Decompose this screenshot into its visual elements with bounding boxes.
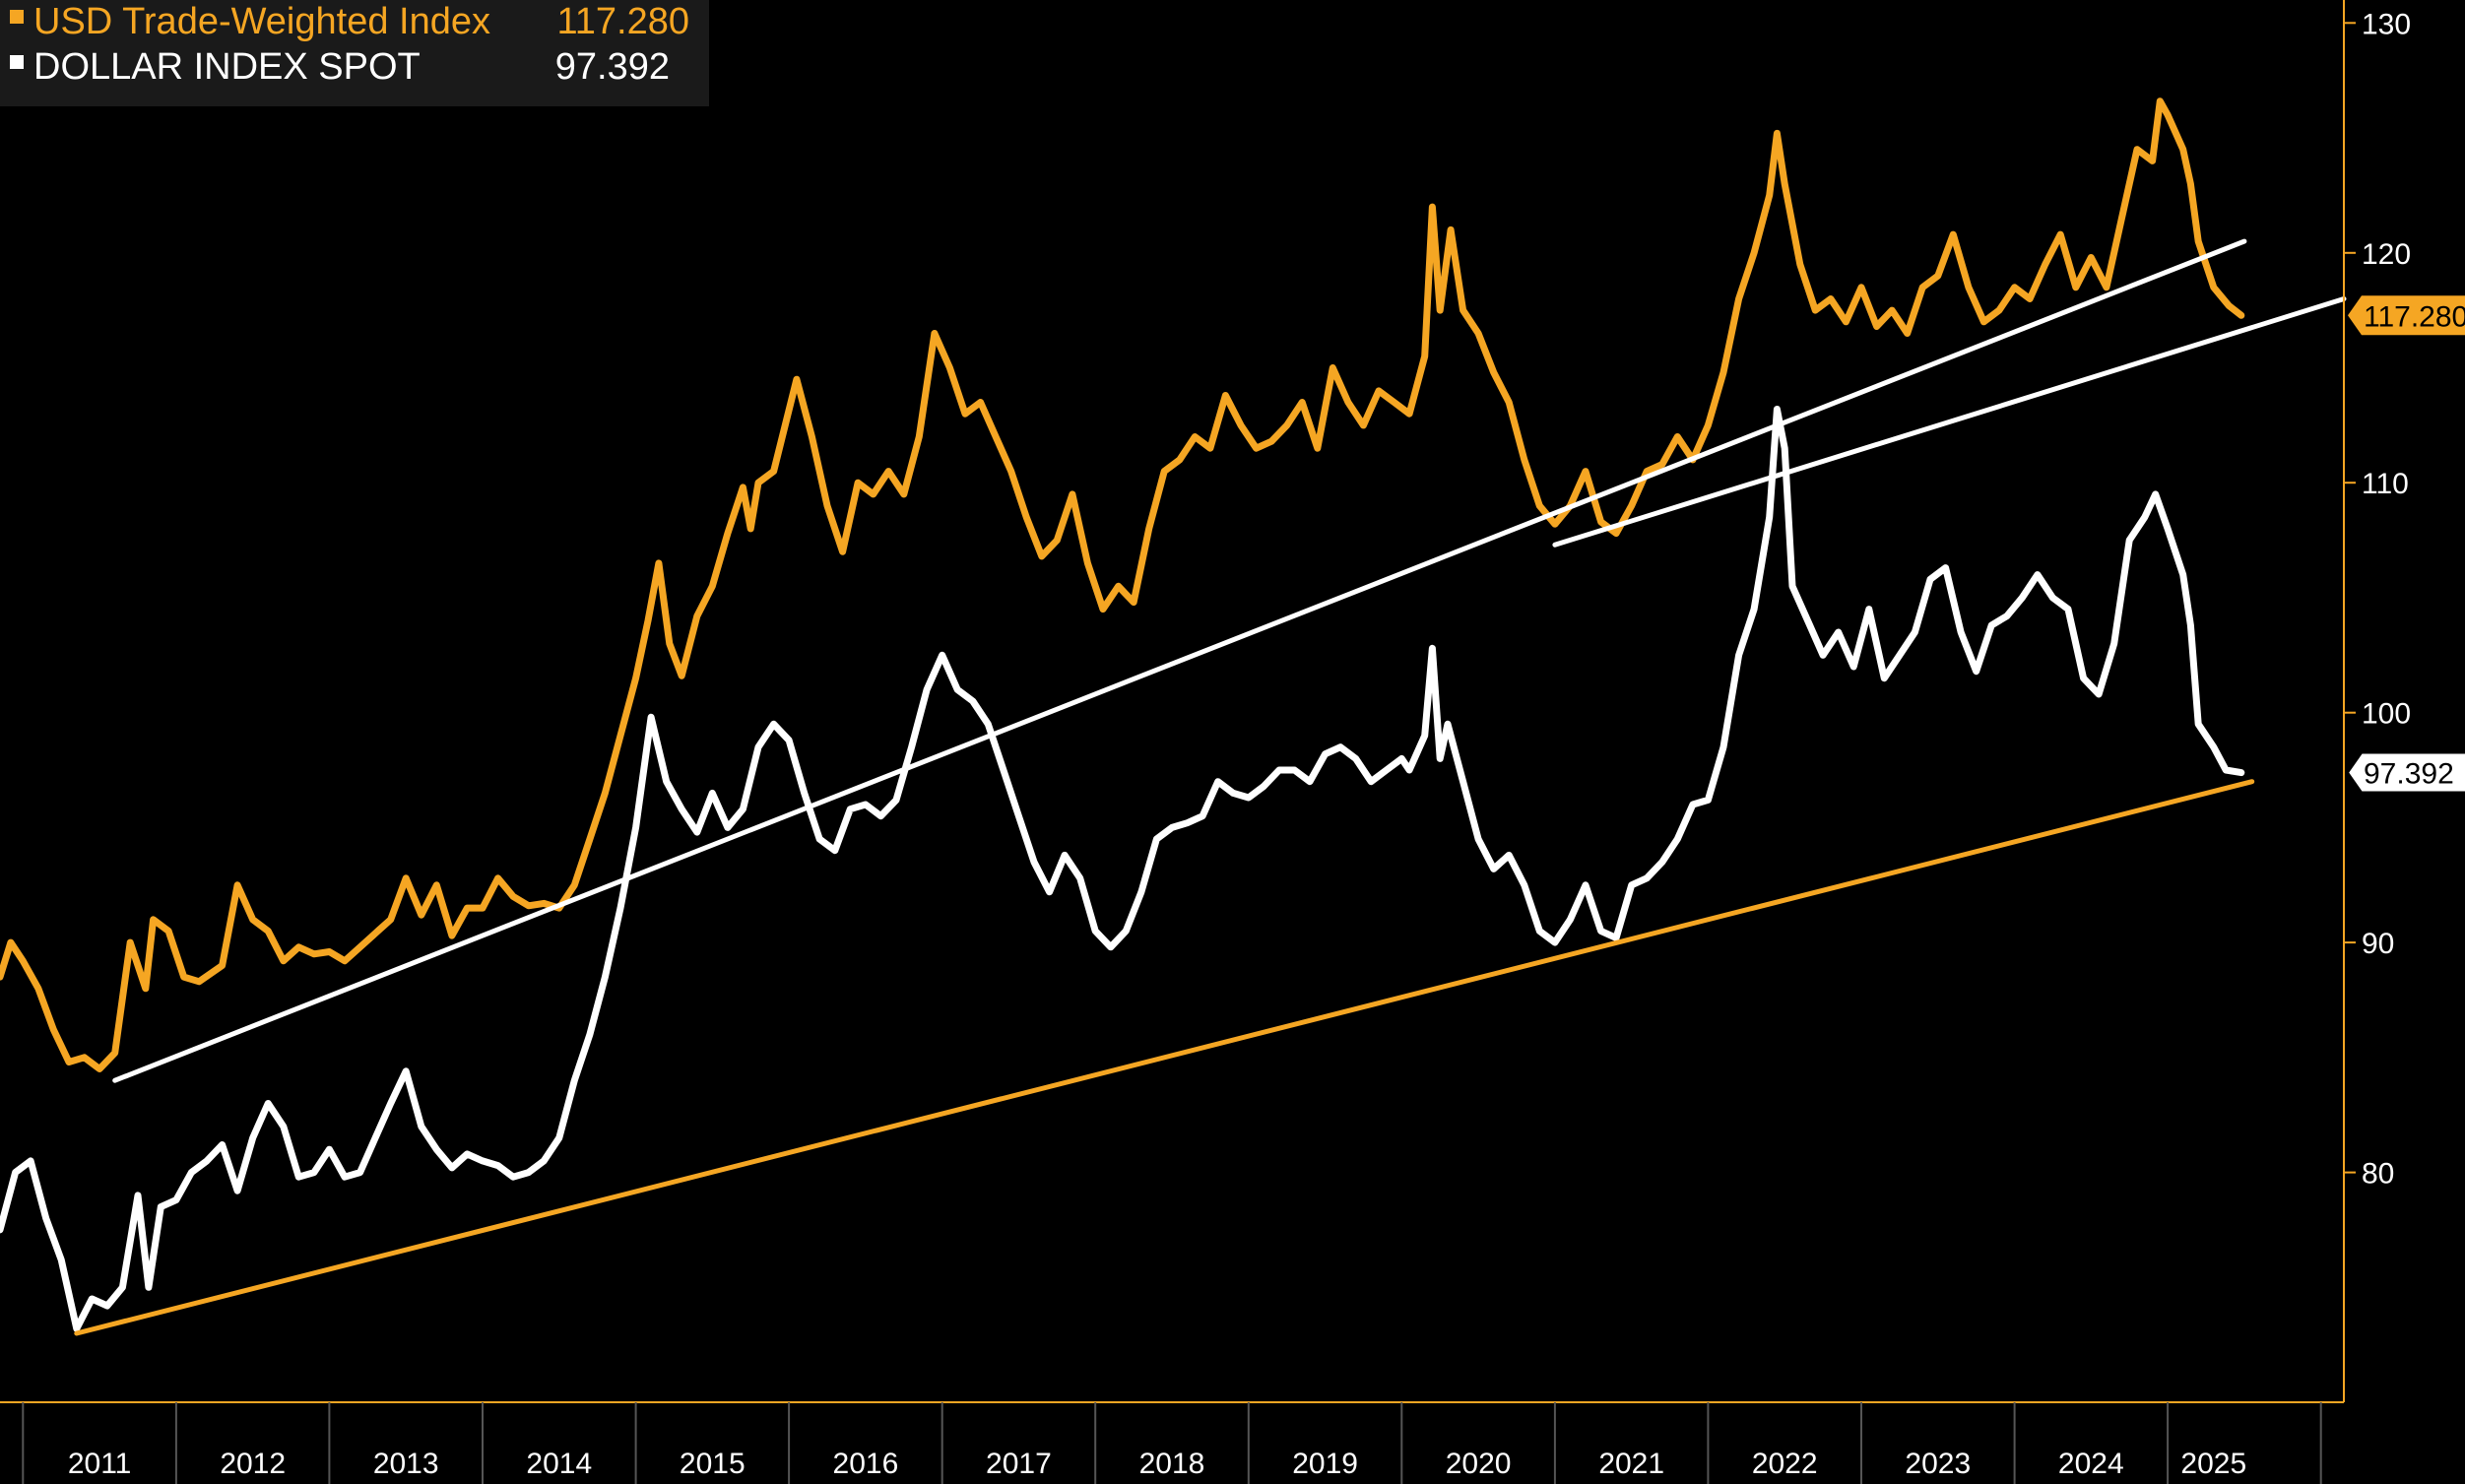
legend-value-dollar-index: 97.392: [555, 46, 670, 88]
series-line-trade-weighted: [0, 97, 2245, 1072]
trendline-3: [74, 779, 2255, 1336]
y-tick-label-80: 80: [2362, 1158, 2394, 1191]
x-tick-label-2022: 2022: [1752, 1448, 1818, 1480]
x-tick-label-2013: 2013: [373, 1448, 439, 1480]
last-value-label-trade-weighted: 117.280: [2348, 295, 2465, 336]
x-tick-label-2021: 2021: [1598, 1448, 1664, 1480]
x-tick-label-2018: 2018: [1139, 1448, 1205, 1480]
x-tick-label-2014: 2014: [526, 1448, 592, 1480]
legend-marker-dollar-index: [10, 55, 24, 69]
x-tick-label-2023: 2023: [1905, 1448, 1971, 1480]
x-tick-label-2017: 2017: [986, 1448, 1052, 1480]
x-tick-label-2020: 2020: [1446, 1448, 1512, 1480]
y-tick-label-100: 100: [2362, 698, 2411, 731]
x-tick-label-2011: 2011: [68, 1448, 132, 1480]
y-tick-label-110: 110: [2362, 468, 2409, 500]
last-value-text-dollar-index: 97.392: [2364, 758, 2454, 791]
y-tick-label-130: 130: [2362, 8, 2411, 40]
y-axis: 80 90 100 110 120 130: [2343, 0, 2411, 1402]
legend-label-dollar-index: DOLLAR INDEX SPOT: [33, 46, 421, 88]
x-tick-label-2024: 2024: [2058, 1448, 2124, 1480]
legend: USD Trade-Weighted Index 117.280 DOLLAR …: [0, 0, 709, 106]
x-tick-label-2019: 2019: [1292, 1448, 1358, 1480]
x-axis: 2011 2012 2013 2014 2015 2016 2017 2018 2019 2020…: [0, 1401, 2344, 1484]
plot-lines: [0, 97, 2347, 1336]
legend-marker-trade-weighted: [10, 10, 24, 24]
legend-label-trade-weighted: USD Trade-Weighted Index: [33, 1, 490, 42]
trendline-2: [1552, 296, 2347, 548]
trendline-1: [112, 238, 2247, 1083]
y-tick-label-120: 120: [2362, 238, 2411, 271]
x-tick-label-2015: 2015: [680, 1448, 746, 1480]
y-tick-label-90: 90: [2362, 928, 2394, 960]
x-tick-label-2012: 2012: [220, 1448, 286, 1480]
legend-value-trade-weighted: 117.280: [556, 1, 689, 42]
x-tick-label-2016: 2016: [833, 1448, 899, 1480]
x-tick-label-2025: 2025: [2180, 1448, 2246, 1480]
series-line-dollar-index: [0, 406, 2245, 1332]
last-value-text-trade-weighted: 117.280: [2364, 300, 2465, 333]
last-value-label-dollar-index: 97.392: [2346, 751, 2465, 794]
legend-background: [0, 0, 709, 106]
last-value-tag-trade-weighted: [2348, 295, 2465, 336]
last-value-tag-dollar-index: [2346, 751, 2465, 794]
